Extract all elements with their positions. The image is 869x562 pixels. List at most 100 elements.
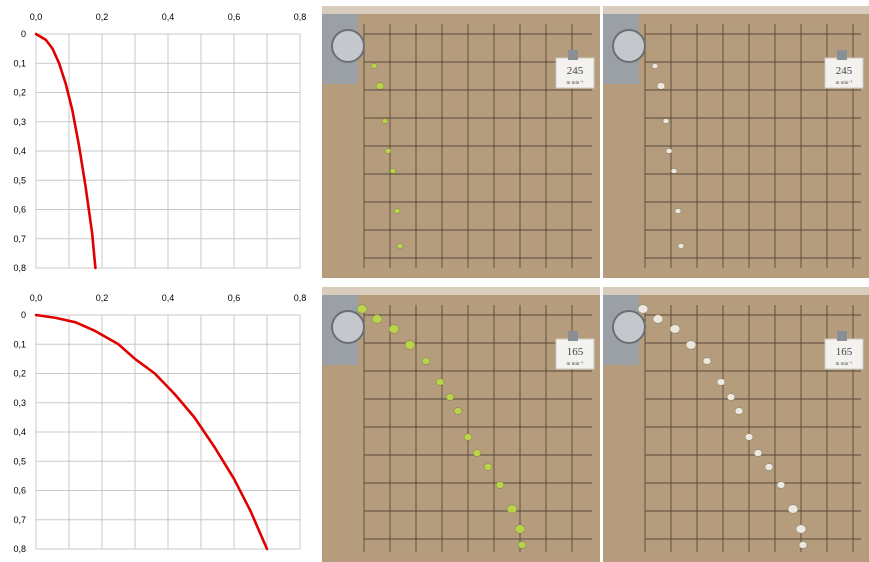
card-clip-icon	[568, 331, 578, 341]
x-tick-label: 0,4	[162, 293, 175, 303]
board-grid	[644, 24, 861, 268]
trajectory-chart-top-svg: 0,0 0,2 0,4 0,6 0,8 0 0,1 0,2 0,3 0,4 0,5 0,6 0,7 0,8	[13, 12, 307, 273]
y-tick-label: 0,2	[13, 369, 26, 379]
particle	[662, 118, 670, 124]
particle	[702, 357, 712, 365]
speed-card-value: 245	[836, 65, 853, 77]
nozzle-icon	[331, 310, 365, 344]
particle	[514, 524, 526, 534]
y-tick-label: 0,8	[13, 544, 26, 554]
particle	[388, 324, 400, 334]
particle	[734, 407, 744, 415]
board-grid	[644, 305, 861, 552]
particle	[517, 541, 527, 549]
photo-green-particles-bottom: 165 m min⁻¹	[322, 287, 600, 562]
particle	[445, 393, 455, 401]
x-tick-label: 0,2	[96, 12, 109, 22]
speed-card-unit: m min⁻¹	[835, 361, 853, 367]
trajectory-chart-top: 0,0 0,2 0,4 0,6 0,8 0 0,1 0,2 0,3 0,4 0,5 0,6 0,7 0,8	[0, 0, 318, 281]
particle	[674, 208, 682, 214]
x-tick-label: 0,0	[30, 293, 43, 303]
speed-card-unit: m min⁻¹	[566, 361, 584, 367]
particle	[764, 463, 774, 471]
particle	[753, 449, 763, 457]
board-top-edge	[322, 6, 600, 14]
speed-card	[555, 57, 595, 89]
y-tick-label: 0,5	[13, 175, 26, 185]
photo-4-svg: 165 m min⁻¹	[603, 287, 869, 562]
speed-card-value: 165	[836, 346, 853, 358]
particle	[384, 148, 392, 154]
speed-card	[824, 338, 864, 370]
particle	[744, 433, 754, 441]
particle	[495, 481, 505, 489]
board-top-edge	[322, 287, 600, 295]
particle	[421, 357, 431, 365]
photo-white-particles-bottom: 165 m min⁻¹	[603, 287, 869, 562]
board-background	[322, 6, 600, 278]
speed-card-unit: m min⁻¹	[566, 80, 584, 86]
photo-1-svg: 245 m min⁻¹	[322, 6, 600, 278]
y-tick-label: 0,6	[13, 205, 26, 215]
trajectory-series-line	[34, 32, 97, 270]
x-tick-label: 0,8	[294, 12, 307, 22]
y-tick-label: 0	[21, 310, 26, 320]
board-grid	[363, 305, 592, 552]
speed-card-value: 165	[567, 346, 584, 358]
photo-white-particles-top: 245 m min⁻¹	[603, 6, 869, 278]
particle	[726, 393, 736, 401]
grid	[35, 314, 301, 550]
y-tick-label: 0,6	[13, 486, 26, 496]
x-tick-label: 0,4	[162, 12, 175, 22]
y-tick-label: 0,2	[13, 88, 26, 98]
x-tick-label: 0,6	[228, 293, 241, 303]
particle	[652, 314, 664, 324]
card-clip-icon	[837, 50, 847, 60]
y-tick-label: 0,1	[13, 339, 26, 349]
x-tick-label: 0,2	[96, 293, 109, 303]
particle	[389, 168, 397, 174]
card-clip-icon	[837, 331, 847, 341]
particle	[381, 118, 389, 124]
particle	[375, 82, 385, 90]
x-tick-label: 0,8	[294, 293, 307, 303]
particle	[798, 541, 808, 549]
particle	[776, 481, 786, 489]
particle	[463, 433, 473, 441]
particle	[453, 407, 463, 415]
particle	[483, 463, 493, 471]
particle	[787, 504, 799, 514]
particle	[371, 314, 383, 324]
y-tick-label: 0,7	[13, 515, 26, 525]
particle	[637, 304, 649, 314]
particle	[370, 63, 378, 69]
y-tick-label: 0,3	[13, 398, 26, 408]
board-top-edge	[603, 287, 869, 295]
y-tick-label: 0,4	[13, 427, 26, 437]
particle	[396, 243, 404, 249]
y-tick-label: 0,3	[13, 117, 26, 127]
particle	[356, 304, 368, 314]
board-background	[603, 287, 869, 562]
speed-card	[824, 57, 864, 89]
y-tick-label: 0	[21, 29, 26, 39]
board-background	[603, 6, 869, 278]
particle	[393, 208, 401, 214]
particle	[665, 148, 673, 154]
board-top-edge	[603, 6, 869, 14]
y-tick-label: 0,1	[13, 58, 26, 68]
trajectory-chart-bottom: 0,0 0,2 0,4 0,6 0,8 0 0,1 0,2 0,3 0,4 0,5 0,6 0,7 0,8	[0, 281, 318, 562]
particle	[506, 504, 518, 514]
y-tick-label: 0,8	[13, 263, 26, 273]
particle	[669, 324, 681, 334]
photo-3-svg: 165 m min⁻¹	[322, 287, 600, 562]
particle	[795, 524, 807, 534]
photo-2-svg: 245 m min⁻¹	[603, 6, 869, 278]
particle	[651, 63, 659, 69]
speed-card-value: 245	[567, 65, 584, 77]
particle	[472, 449, 482, 457]
board-grid	[363, 24, 592, 268]
trajectory-series-line	[34, 313, 269, 551]
nozzle-icon	[612, 29, 646, 63]
particle	[404, 340, 416, 350]
